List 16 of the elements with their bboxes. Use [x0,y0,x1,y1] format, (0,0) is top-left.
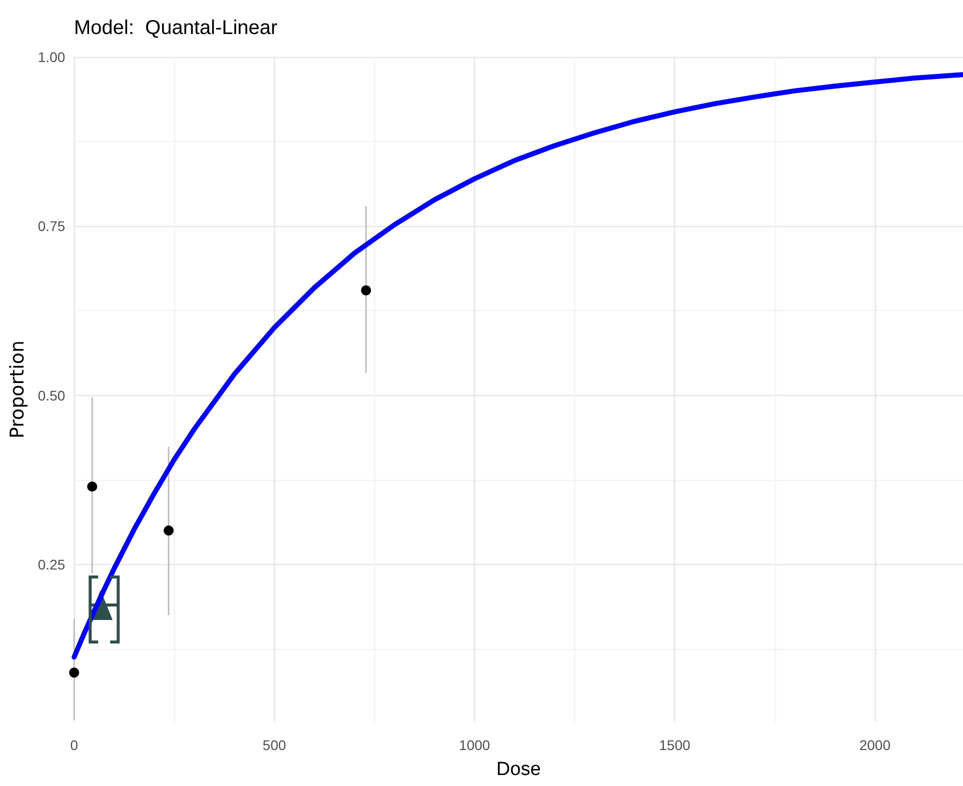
point [361,285,372,296]
x-tick-label: 500 [262,737,286,753]
chart-title: Model: Quantal-Linear [74,17,278,39]
point [69,668,80,678]
point [87,482,98,492]
x-tick-label: 0 [70,737,78,753]
x-tick-label: 2000 [859,737,891,753]
x-tick-label: 1500 [659,737,691,753]
point [164,526,174,536]
y-tick-label: 0.75 [38,218,66,234]
y-tick-label: 0.25 [38,556,66,572]
x-axis-title: Dose [496,759,541,780]
y-tick-label: 0.50 [38,387,66,404]
x-tick-label: 1000 [458,737,490,753]
y-tick-label: 1.00 [38,49,66,65]
y-axis-title: Proportion [6,340,28,439]
